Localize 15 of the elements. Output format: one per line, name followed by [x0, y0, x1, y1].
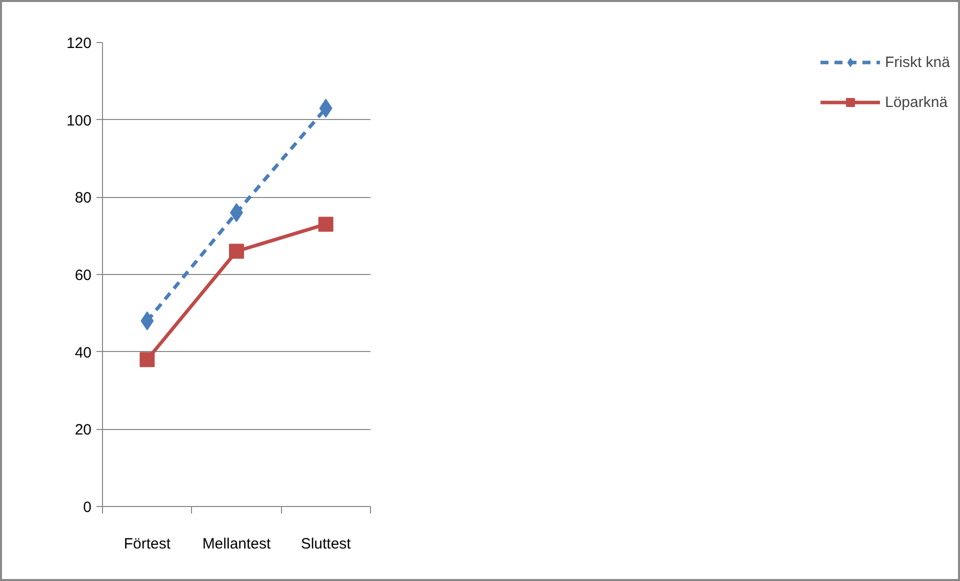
point — [318, 216, 334, 232]
y-tick-label: 60 — [74, 267, 92, 284]
x-tick-label: Förtest — [124, 536, 172, 552]
y-tick-label: 100 — [66, 112, 92, 130]
legend-label: Friskt knä — [884, 54, 950, 70]
y-tick-label: 20 — [74, 422, 92, 439]
y-tick-label: 120 — [66, 35, 92, 52]
y-tick-label: 40 — [74, 344, 92, 362]
y-tick-label: 80 — [74, 190, 92, 207]
y-tick-label: 0 — [83, 499, 92, 516]
x-tick-label: Mellantest — [202, 536, 272, 552]
legend-label: Löparknä — [884, 94, 948, 110]
x-tick-label: Sluttest — [300, 536, 352, 552]
point — [229, 244, 244, 259]
point — [140, 352, 155, 368]
